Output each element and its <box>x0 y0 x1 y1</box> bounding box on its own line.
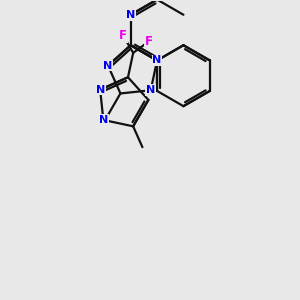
Text: N: N <box>152 56 162 65</box>
Text: N: N <box>146 85 155 95</box>
Text: N: N <box>99 115 108 125</box>
Text: N: N <box>95 85 105 95</box>
Text: N: N <box>103 61 113 70</box>
Text: N: N <box>126 10 135 20</box>
Text: F: F <box>119 29 127 42</box>
Text: F: F <box>145 35 153 48</box>
